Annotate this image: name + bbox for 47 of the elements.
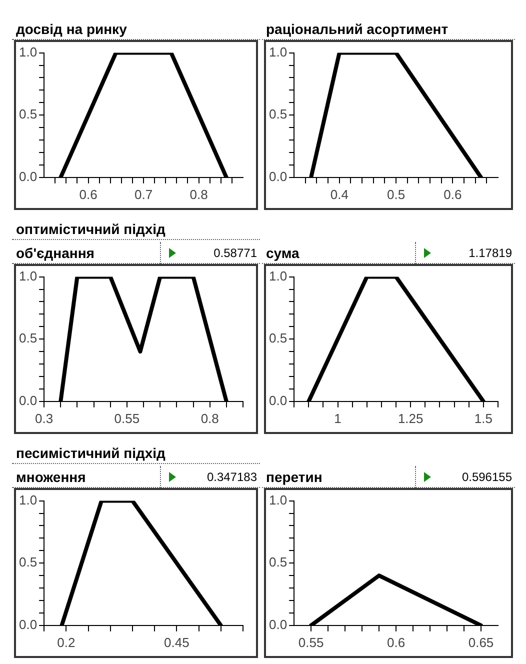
x-tick-label: 0.55 bbox=[298, 634, 324, 650]
y-tick-label: 0.0 bbox=[18, 392, 38, 408]
y-tick-label: 0.5 bbox=[18, 554, 38, 570]
y-tick-label: 0.0 bbox=[268, 392, 288, 408]
x-tick-label: 1 bbox=[334, 410, 342, 426]
y-tick-label: 0.5 bbox=[268, 554, 288, 570]
x-tick-label: 1.5 bbox=[474, 410, 492, 426]
text: 0.347183 bbox=[206, 470, 257, 484]
x-tick-label: 0.7 bbox=[134, 186, 153, 202]
chart-title: сума bbox=[266, 245, 300, 261]
y-tick-label: 0.5 bbox=[268, 106, 288, 122]
text: 1.17819 bbox=[468, 246, 512, 260]
y-tick-label: 0.5 bbox=[268, 330, 288, 346]
chart-title: перетин bbox=[266, 469, 322, 485]
x-tick-label: 0.8 bbox=[200, 410, 219, 426]
x-tick-label: 0.5 bbox=[386, 186, 406, 202]
text: 0.596155 bbox=[462, 470, 512, 484]
x-tick-label: 0.2 bbox=[57, 634, 76, 650]
y-tick-label: 0.5 bbox=[18, 106, 38, 122]
text: 0.58771 bbox=[214, 246, 257, 260]
x-tick-label: 0.3 bbox=[35, 410, 54, 426]
chart-subtitle: оптимістичний підхід bbox=[12, 218, 260, 240]
y-tick-label: 1.0 bbox=[268, 44, 288, 60]
x-tick-label: 0.4 bbox=[330, 186, 348, 202]
x-tick-label: 0.6 bbox=[79, 186, 98, 202]
chart-title: об'єднання bbox=[16, 245, 94, 261]
chart-subtitle: песимістичний підхід bbox=[12, 442, 260, 464]
x-tick-label: 0.45 bbox=[164, 634, 190, 650]
x-tick-label: 0.6 bbox=[386, 634, 406, 650]
y-tick-label: 0.0 bbox=[268, 616, 288, 632]
chart-title: множення bbox=[16, 469, 86, 485]
y-tick-label: 1.0 bbox=[268, 268, 288, 284]
y-tick-label: 1.0 bbox=[18, 268, 38, 284]
x-tick-label: 0.65 bbox=[468, 634, 494, 650]
y-tick-label: 1.0 bbox=[268, 492, 288, 508]
y-tick-label: 1.0 bbox=[18, 44, 38, 60]
y-tick-label: 1.0 bbox=[18, 492, 38, 508]
chart-title: досвід на ринку bbox=[12, 18, 260, 40]
y-tick-label: 0.5 bbox=[18, 330, 38, 346]
y-tick-label: 0.0 bbox=[18, 616, 38, 632]
y-tick-label: 0.0 bbox=[268, 168, 288, 184]
chart-title: раціональний асортимент bbox=[262, 18, 515, 40]
x-tick-label: 0.8 bbox=[190, 186, 208, 202]
x-tick-label: 1.25 bbox=[398, 410, 424, 426]
x-tick-label: 0.55 bbox=[114, 410, 140, 426]
y-tick-label: 0.0 bbox=[18, 168, 38, 184]
x-tick-label: 0.6 bbox=[444, 186, 462, 202]
